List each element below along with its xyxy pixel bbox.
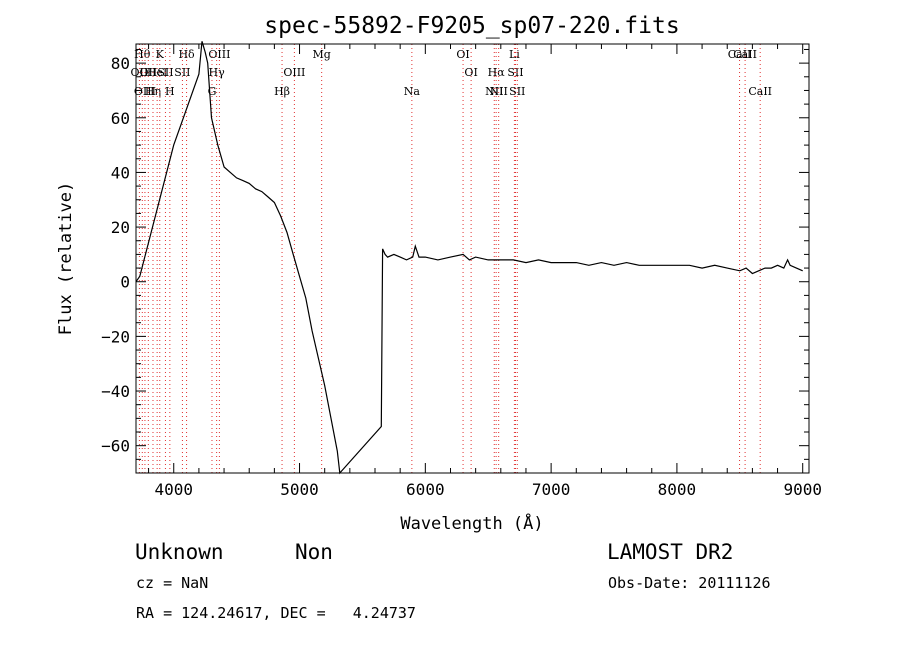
chart-title: spec-55892-F9205_sp07-220.fits bbox=[264, 13, 679, 39]
emission-line-label: CaII bbox=[748, 85, 772, 98]
x-tick-label: 4000 bbox=[154, 480, 193, 499]
emission-line-label: Hδ bbox=[178, 48, 195, 61]
x-axis-label: Wavelength (Å) bbox=[400, 512, 543, 534]
emission-line-label: Hθ bbox=[134, 48, 151, 61]
redshift-label: cz = NaN bbox=[136, 574, 209, 592]
y-tick-label: −60 bbox=[101, 437, 130, 456]
emission-line-label: SII bbox=[174, 66, 190, 79]
y-tick-label: −20 bbox=[101, 327, 130, 346]
emission-line-label: OII bbox=[131, 66, 149, 79]
emission-line-label: HeI bbox=[147, 66, 167, 79]
emission-line-label: OIII bbox=[208, 48, 230, 61]
emission-line-label: Hγ bbox=[209, 66, 226, 79]
emission-line-label: Li bbox=[509, 48, 520, 61]
subclass-label: Non bbox=[295, 540, 333, 564]
emission-line-label: NII bbox=[490, 85, 508, 98]
emission-line-label: G bbox=[208, 85, 217, 98]
spectrum-line bbox=[135, 41, 803, 475]
emission-line-label: OIII bbox=[283, 66, 305, 79]
x-tick-label: 7000 bbox=[532, 480, 571, 499]
coordinates-label: RA = 124.24617, DEC = 4.24737 bbox=[136, 604, 416, 622]
y-tick-label: 60 bbox=[111, 109, 130, 128]
emission-line-label: OI bbox=[464, 66, 477, 79]
x-tick-label: 5000 bbox=[280, 480, 319, 499]
y-tick-label: 40 bbox=[111, 163, 130, 182]
emission-line-label: SII bbox=[507, 66, 523, 79]
y-tick-label: 20 bbox=[111, 218, 130, 237]
x-tick-label: 8000 bbox=[658, 480, 697, 499]
emission-line-label: Hα bbox=[488, 66, 506, 79]
y-tick-label: −40 bbox=[101, 382, 130, 401]
emission-line-label: OI bbox=[456, 48, 469, 61]
x-tick-label: 6000 bbox=[406, 480, 445, 499]
emission-line-label: SII bbox=[509, 85, 525, 98]
x-tick-label: 9000 bbox=[783, 480, 822, 499]
emission-line-label: Na bbox=[404, 85, 421, 98]
emission-line-label: H bbox=[165, 85, 175, 98]
emission-line-label: Hη bbox=[145, 85, 161, 98]
emission-line-label: CaII bbox=[728, 48, 752, 61]
emission-line-label: Mg bbox=[313, 48, 331, 61]
y-tick-label: 0 bbox=[120, 273, 130, 292]
survey-label: LAMOST DR2 bbox=[607, 540, 734, 564]
obs-date-label: Obs-Date: 20111126 bbox=[608, 574, 771, 592]
emission-line-label: CaII bbox=[733, 48, 757, 61]
emission-line-label: SII bbox=[157, 66, 173, 79]
y-tick-label: 80 bbox=[111, 54, 130, 73]
emission-line-label: Hβ bbox=[274, 85, 290, 98]
plot-frame bbox=[135, 43, 810, 474]
class-label: Unknown bbox=[135, 540, 224, 564]
y-axis-label: Flux (relative) bbox=[56, 182, 76, 336]
emission-line-label: OII bbox=[139, 66, 157, 79]
emission-line-label: K bbox=[156, 48, 165, 61]
emission-line-label: OIII bbox=[134, 85, 156, 98]
